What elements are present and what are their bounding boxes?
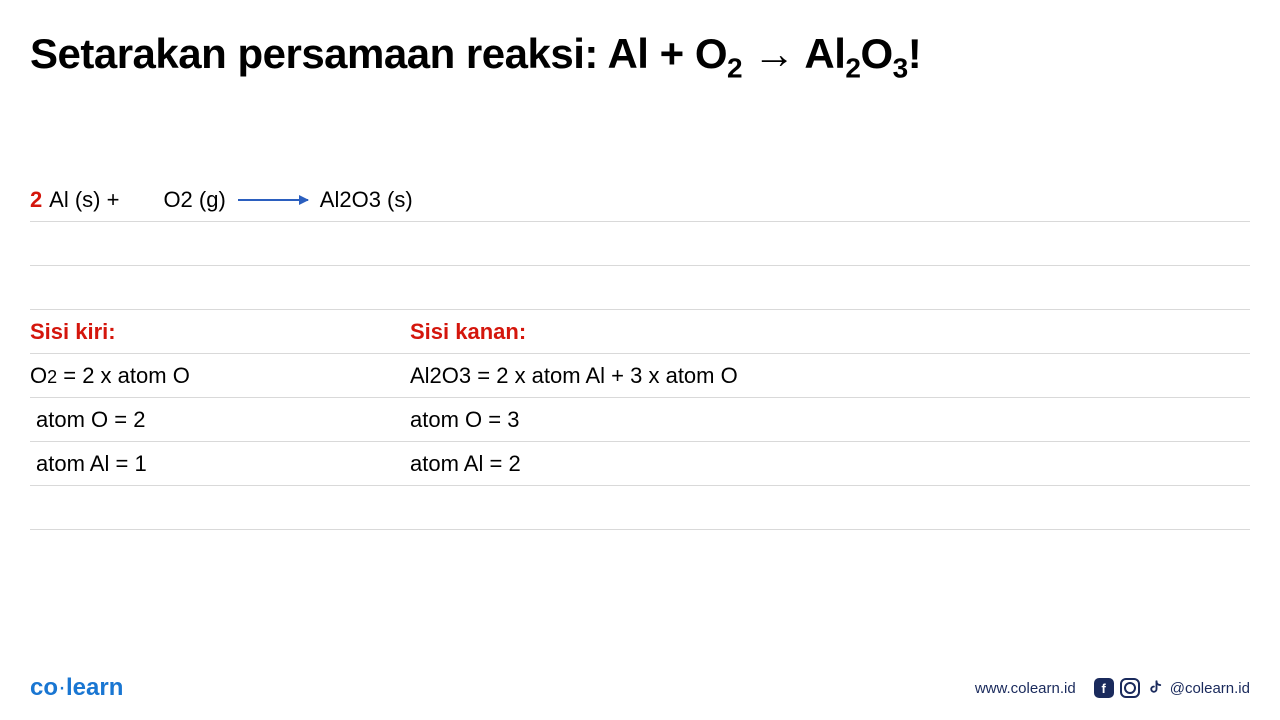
content-area: 2 Al (s) + O2 (g) Al2O3 (s) Sisi kiri: S… bbox=[0, 178, 1280, 530]
left-header: Sisi kiri: bbox=[30, 319, 410, 345]
footer-url: www.colearn.id bbox=[975, 680, 1076, 697]
title-sub-2: 2 bbox=[845, 52, 860, 83]
left-line1-c: = 2 x atom O bbox=[57, 363, 190, 388]
left-line-1: O2 = 2 x atom O bbox=[30, 363, 410, 389]
arrow-icon bbox=[238, 199, 308, 201]
coefficient: 2 bbox=[30, 187, 42, 212]
table-row: O2 = 2 x atom O Al2O3 = 2 x atom Al + 3 … bbox=[30, 354, 1250, 398]
table-row: atom Al = 1 atom Al = 2 bbox=[30, 442, 1250, 486]
instagram-icon bbox=[1120, 678, 1140, 698]
page-title: Setarakan persamaan reaksi: Al + O2 → Al… bbox=[0, 0, 1280, 78]
title-sub-3: 3 bbox=[893, 52, 908, 83]
title-sub-1: 2 bbox=[727, 52, 742, 83]
term1-text: Al (s) + bbox=[44, 187, 119, 212]
footer-right: www.colearn.id f @colearn.id bbox=[975, 677, 1250, 699]
logo-part-a: co bbox=[30, 674, 58, 701]
right-header: Sisi kanan: bbox=[410, 319, 1250, 345]
left-line-3: atom Al = 1 bbox=[30, 451, 410, 477]
right-line-2: atom O = 3 bbox=[410, 407, 1250, 433]
equation-term-3: Al2O3 (s) bbox=[320, 187, 413, 213]
header-row: Sisi kiri: Sisi kanan: bbox=[30, 310, 1250, 354]
social-handle: @colearn.id bbox=[1170, 680, 1250, 697]
title-mid2: O bbox=[860, 30, 892, 77]
logo-part-b: learn bbox=[66, 674, 123, 701]
brand-logo: co·learn bbox=[30, 674, 123, 702]
table-row: atom O = 2 atom O = 3 bbox=[30, 398, 1250, 442]
blank-row bbox=[30, 486, 1250, 530]
left-line-2: atom O = 2 bbox=[30, 407, 410, 433]
right-line-1: Al2O3 = 2 x atom Al + 3 x atom O bbox=[410, 363, 1250, 389]
logo-dot: · bbox=[58, 674, 66, 701]
equation-row: 2 Al (s) + O2 (g) Al2O3 (s) bbox=[30, 178, 1250, 222]
facebook-icon: f bbox=[1094, 678, 1114, 698]
equation-term-1: 2 Al (s) + bbox=[30, 187, 119, 213]
right-line-3: atom Al = 2 bbox=[410, 451, 1250, 477]
title-mid: → Al bbox=[742, 30, 845, 77]
equation: 2 Al (s) + O2 (g) Al2O3 (s) bbox=[30, 181, 413, 219]
social-icons: f @colearn.id bbox=[1094, 677, 1250, 699]
left-line1-a: O bbox=[30, 363, 47, 388]
left-line1-b: 2 bbox=[47, 367, 57, 387]
title-prefix: Setarakan persamaan reaksi: Al + O bbox=[30, 30, 727, 77]
blank-row bbox=[30, 266, 1250, 310]
blank-row bbox=[30, 222, 1250, 266]
footer: co·learn www.colearn.id f @colearn.id bbox=[30, 674, 1250, 702]
equation-term-2: O2 (g) bbox=[163, 187, 225, 213]
tiktok-icon bbox=[1146, 677, 1164, 699]
title-suffix: ! bbox=[908, 30, 922, 77]
